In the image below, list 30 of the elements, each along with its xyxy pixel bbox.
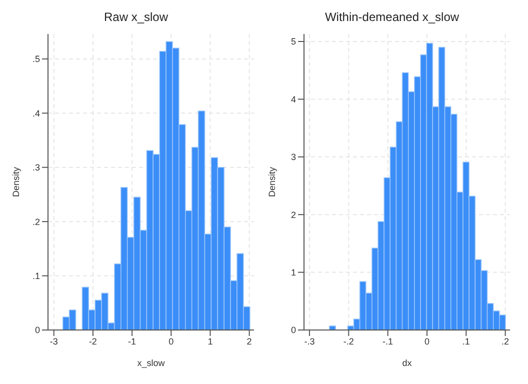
y-tick-label: 0 (290, 325, 296, 336)
x-tick-label: -3 (50, 336, 58, 346)
y-tick-label: .1 (32, 270, 40, 281)
chart-title: Raw x_slow (102, 9, 170, 26)
y-tick-label: 3 (290, 152, 296, 162)
y-tick-label: .2 (32, 216, 40, 227)
y-tick-label: 2 (290, 210, 296, 220)
y-tick-label: 4 (290, 94, 296, 104)
y-tick-label: 5 (290, 36, 296, 47)
x-tick-label: -.3 (304, 336, 315, 346)
x-tick-label: -.2 (343, 336, 354, 346)
y-tick-label: 1 (290, 267, 296, 278)
x-tick-label: -2 (88, 336, 97, 346)
chart-title: Within-demeaned x_slow (324, 9, 460, 26)
y-tick-label: .3 (32, 162, 40, 173)
x-tick-label: 0 (168, 336, 174, 346)
y-tick-label: .5 (32, 54, 40, 64)
x-axis-title: dx (402, 358, 412, 368)
y-axis-title: Density (11, 166, 22, 198)
x-tick-label: -.1 (382, 336, 394, 346)
x-axis-title: x_slow (137, 358, 166, 368)
x-tick-label: .1 (462, 336, 470, 346)
y-axis-title: Density (267, 166, 278, 198)
x-tick-label: .2 (502, 336, 510, 346)
y-tick-label: .4 (32, 108, 40, 118)
x-tick-label: -1 (128, 336, 136, 346)
x-tick-label: 1 (208, 336, 213, 346)
x-tick-label: 0 (424, 336, 430, 346)
x-tick-label: 2 (246, 336, 252, 346)
y-tick-label: 0 (34, 325, 40, 336)
